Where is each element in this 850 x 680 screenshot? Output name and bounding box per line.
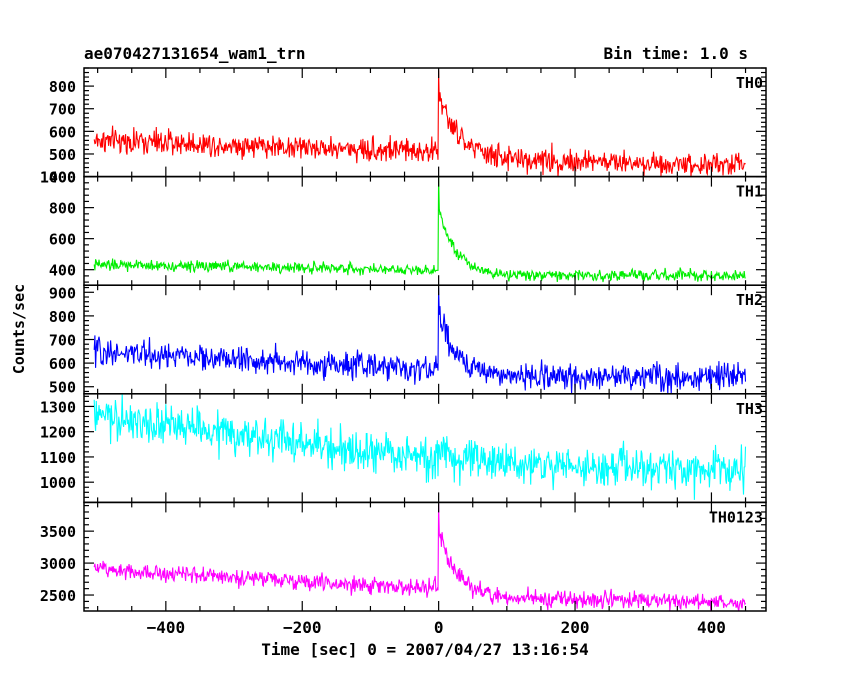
y-tick-label: 400: [49, 262, 76, 280]
y-tick-label: 400: [49, 169, 76, 187]
series-line-th1: [93, 177, 746, 283]
series-line-th0: [93, 70, 746, 177]
y-tick-label: 1000: [40, 474, 76, 492]
y-tick-label: 500: [49, 146, 76, 164]
panel-frame-th0: [83, 67, 767, 178]
y-tick-label: 800: [49, 308, 76, 326]
panel-label-th1: TH1: [736, 183, 763, 201]
x-tick-label: −200: [283, 618, 322, 637]
series-line-th2: [93, 287, 747, 394]
y-tick-label: 600: [49, 123, 76, 141]
series-line-th0123: [93, 503, 746, 612]
x-tick-label: 400: [697, 618, 726, 637]
x-tick-label: −400: [147, 618, 186, 637]
y-tick-label: 2500: [40, 587, 76, 605]
y-tick-label: 600: [49, 355, 76, 373]
y-tick-label: 1000: [40, 169, 76, 187]
y-tick-label: 700: [49, 332, 76, 350]
y-tick-label: 3500: [40, 523, 76, 541]
panel-label-th2: TH2: [736, 291, 763, 309]
x-tick-label: 200: [561, 618, 590, 637]
panel-label-th0123: TH0123: [709, 508, 763, 526]
panel-frame-th2: [83, 284, 767, 395]
y-tick-label: 800: [49, 200, 76, 218]
y-tick-label: 1100: [40, 449, 76, 467]
bin-time-label: Bin time: 1.0 s: [603, 44, 749, 63]
y-tick-label: 1200: [40, 424, 76, 442]
y-tick-label: 700: [49, 101, 76, 119]
y-tick-label: 500: [49, 379, 76, 397]
x-tick-label: 0: [434, 618, 444, 637]
y-tick-label: 3000: [40, 555, 76, 573]
y-tick-label: 600: [49, 231, 76, 249]
y-tick-label: 1300: [40, 398, 76, 416]
y-tick-label: 800: [49, 78, 76, 96]
y-tick-label: 900: [49, 284, 76, 302]
panel-label-th3: TH3: [736, 400, 763, 418]
series-line-th3: [93, 393, 747, 500]
panel-label-th0: TH0: [736, 74, 763, 92]
chart-title: ae070427131654_wam1_trn: [84, 44, 306, 63]
x-axis-label: Time [sec] 0 = 2007/04/27 13:16:54: [261, 640, 589, 659]
